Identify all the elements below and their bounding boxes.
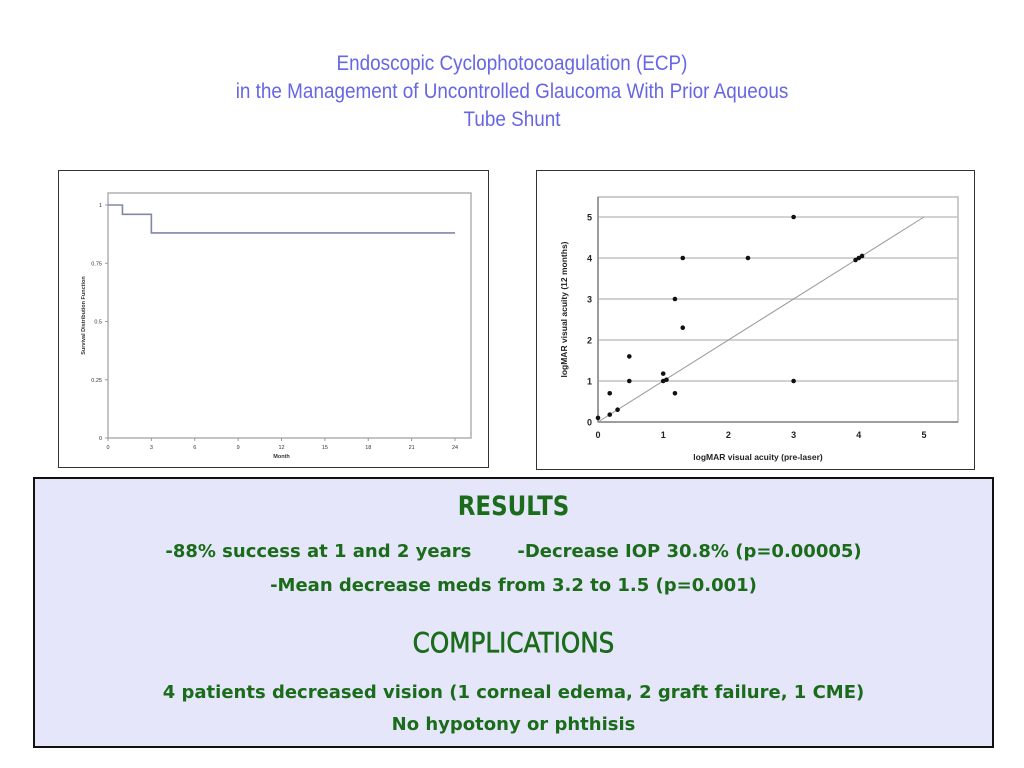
complications-item-hypotony: No hypotony or phthisis: [391, 714, 636, 735]
identity-line: [597, 216, 925, 423]
y-axis-label: Survival Distribution Function: [81, 276, 87, 355]
complications-heading: COMPLICATIONS: [412, 626, 615, 660]
x-tick-label: 5: [921, 430, 926, 440]
data-point: [791, 378, 796, 384]
data-point: [680, 255, 686, 261]
y-tick-label: 0.5: [94, 320, 102, 326]
x-tick-label: 2: [726, 430, 731, 440]
y-tick-label: 4: [587, 254, 592, 264]
y-tick-label: 0: [99, 436, 102, 442]
data-point: [680, 325, 686, 330]
data-point: [626, 354, 632, 359]
data-point: [672, 296, 678, 302]
y-axis-label: logMAR visual acuity (12 months): [559, 241, 569, 377]
x-tick-label: 24: [452, 445, 458, 451]
y-tick-label: 5: [587, 213, 592, 223]
data-point: [660, 371, 666, 376]
y-tick-label: 3: [587, 295, 592, 305]
title-line-3: Tube Shunt: [463, 108, 561, 131]
x-tick-label: 0: [106, 445, 109, 451]
scatter-chart-svg: 0 1 2 3 4 5 0 1 2 3 4 5 logMAR visual acuity (pre-la…: [559, 196, 959, 462]
x-tick-label: 15: [322, 445, 328, 451]
survival-chart-svg: 0 0.25 0.5 0.75 1 0 3 6 9 12 15 18 21 24 Month Survival…: [81, 192, 472, 460]
visual-acuity-scatter-chart: 0 1 2 3 4 5 0 1 2 3 4 5 logMAR visual acuity (pre-la…: [536, 170, 975, 470]
results-item-iop: -Decrease IOP 30.8% (p=0.00005): [517, 541, 862, 562]
x-tick-label: 9: [237, 445, 240, 451]
x-tick-label: 6: [193, 445, 196, 451]
results-item-success: -88% success at 1 and 2 years: [165, 541, 472, 562]
complications-panel: COMPLICATIONS 4 patients decreased visio…: [33, 604, 994, 748]
x-tick-label: 18: [365, 445, 371, 451]
results-item-meds: -Mean decrease meds from 3.2 to 1.5 (p=0…: [270, 575, 757, 596]
data-point: [607, 391, 613, 396]
results-line-1: -88% success at 1 and 2 years -Decrease I…: [35, 541, 992, 562]
survival-chart: 0 0.25 0.5 0.75 1 0 3 6 9 12 15 18 21 24 Month Survival…: [58, 170, 489, 468]
x-tick-label: 3: [791, 430, 796, 440]
x-axis-label: Month: [273, 454, 290, 460]
x-tick-label: 4: [856, 430, 861, 440]
data-point: [745, 255, 751, 261]
data-point: [664, 377, 669, 383]
results-heading: RESULTS: [457, 491, 570, 522]
slide-title: Endoscopic Cyclophotocoagulation (ECP) i…: [51, 50, 973, 134]
x-tick-label: 0: [595, 430, 600, 440]
title-line-2: in the Management of Uncontrolled Glauco…: [235, 80, 789, 103]
x-tick-label: 1: [661, 430, 666, 440]
results-panel: RESULTS -88% success at 1 and 2 years -De…: [33, 477, 994, 607]
x-axis-label: logMAR visual acuity (pre-laser): [693, 452, 823, 462]
data-point: [615, 407, 620, 412]
x-tick-label: 21: [409, 445, 415, 451]
data-point: [672, 391, 678, 396]
data-point: [607, 412, 613, 417]
y-tick-label: 0: [587, 418, 592, 428]
title-line-1: Endoscopic Cyclophotocoagulation (ECP): [336, 52, 688, 75]
x-tick-label: 12: [278, 445, 284, 451]
data-point: [595, 415, 601, 421]
y-tick-label: 1: [587, 377, 592, 387]
y-tick-label: 0.75: [91, 261, 102, 267]
y-tick-label: 0.25: [91, 378, 102, 384]
y-tick-label: 2: [587, 336, 592, 346]
survival-plot-area: [107, 192, 472, 439]
data-point: [626, 378, 632, 384]
complications-item-vision: 4 patients decreased vision (1 corneal e…: [162, 682, 865, 703]
x-tick-label: 3: [150, 445, 153, 451]
y-tick-label: 1: [99, 203, 102, 209]
data-point: [859, 253, 865, 259]
survival-curve: [108, 204, 455, 234]
data-point: [791, 214, 796, 220]
